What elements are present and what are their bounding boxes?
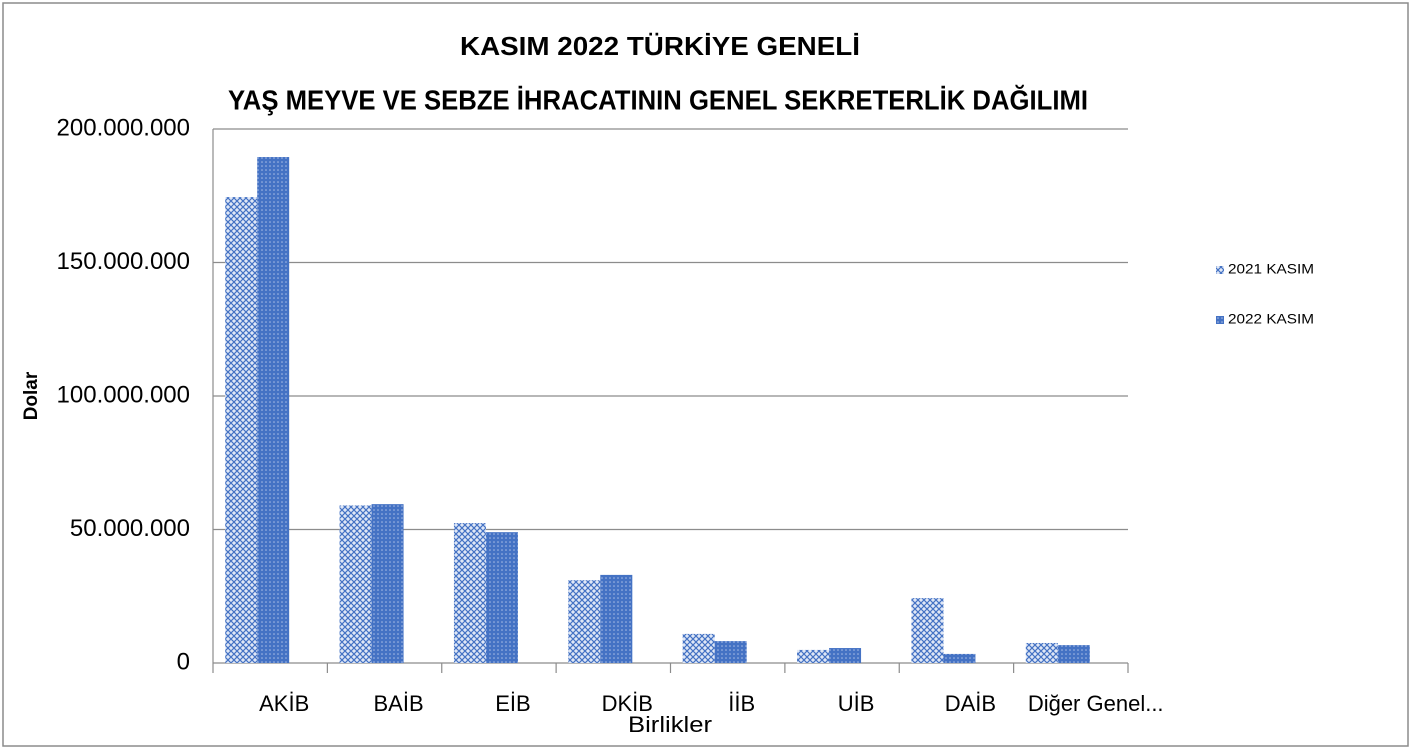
legend-swatch [1216, 316, 1224, 324]
bar [1025, 642, 1058, 663]
y-axis-label: Dolar [21, 371, 42, 420]
bar [485, 532, 518, 663]
bar [600, 574, 633, 663]
y-tick-label: 50.000.000 [70, 515, 190, 542]
bar [797, 649, 830, 663]
legend-label: 2021 KASIM [1228, 261, 1314, 277]
bar [911, 598, 944, 663]
bar [682, 633, 715, 663]
bar [829, 648, 862, 663]
y-tick-label: 200.000.000 [57, 114, 190, 141]
bar [943, 653, 976, 663]
x-tick-label: AKİB [259, 691, 309, 716]
bar [1057, 645, 1090, 663]
y-tick-label: 0 [177, 648, 190, 675]
bar [371, 504, 404, 663]
legend-label: 2022 KASIM [1228, 311, 1314, 327]
bar [339, 505, 372, 663]
chart-title: KASIM 2022 TÜRKİYE GENELİ [460, 31, 860, 61]
x-tick-label: Diğer Genel... [1028, 691, 1164, 716]
x-tick-label: DKİB [602, 691, 653, 716]
x-tick-label: DAİB [945, 691, 996, 716]
bar [568, 580, 601, 663]
x-axis-label: Birlikler [628, 712, 712, 737]
y-tick-label: 150.000.000 [57, 248, 190, 275]
x-tick-label: UİB [838, 691, 875, 716]
bar [714, 641, 747, 663]
chart-subtitle: YAŞ MEYVE VE SEBZE İHRACATININ GENEL SEK… [228, 84, 1088, 115]
y-tick-label: 100.000.000 [57, 381, 190, 408]
x-tick-label: EİB [495, 691, 530, 716]
bar [225, 197, 258, 663]
bar [257, 157, 290, 663]
x-tick-label: BAİB [373, 691, 423, 716]
bar [453, 523, 486, 663]
x-tick-label: İİB [728, 691, 755, 716]
legend-swatch [1216, 266, 1224, 274]
